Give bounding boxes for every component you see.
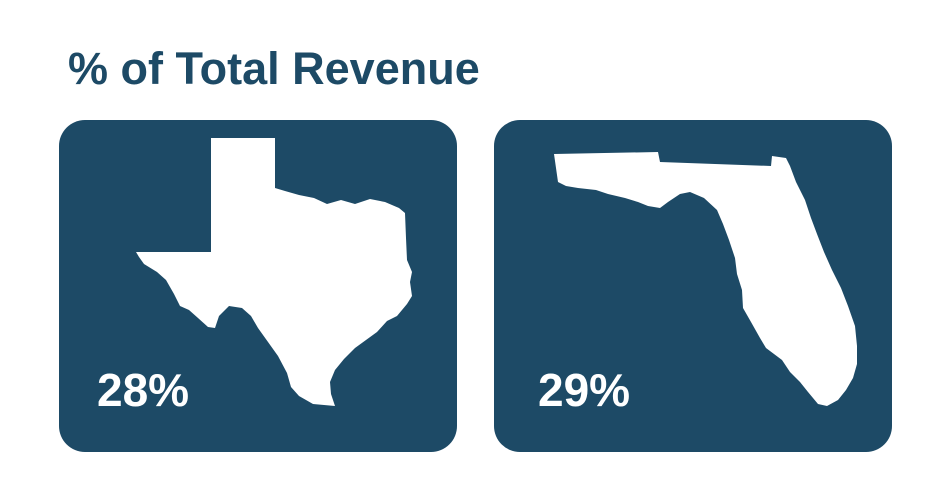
texas-map-icon bbox=[136, 138, 412, 406]
state-card-texas: 28% bbox=[59, 120, 457, 452]
chart-title: % of Total Revenue bbox=[68, 43, 480, 94]
florida-percentage: 29% bbox=[538, 364, 631, 416]
texas-percentage: 28% bbox=[97, 364, 190, 416]
florida-map-icon bbox=[554, 152, 857, 406]
state-card-florida: 29% bbox=[494, 120, 892, 452]
